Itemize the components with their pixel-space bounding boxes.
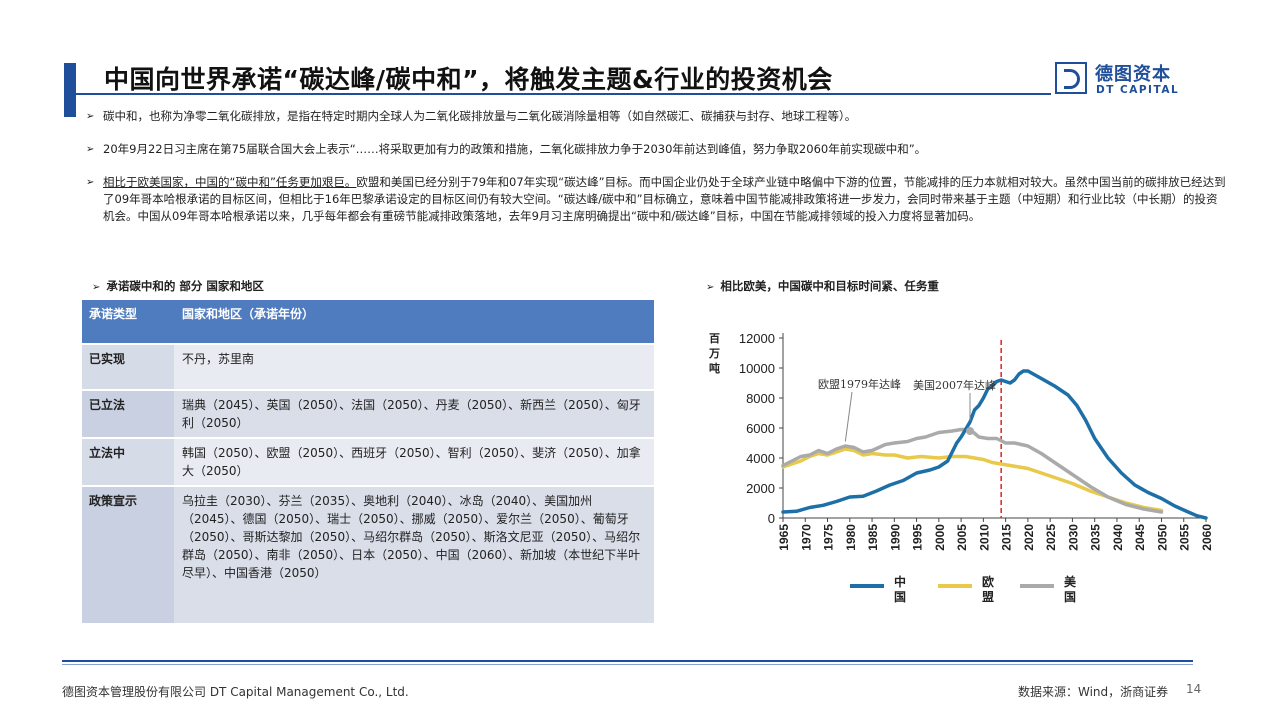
y-tick-label: 6000	[746, 421, 775, 436]
bullet-text: 碳中和，也称为净零二氧化碳排放，是指在特定时期内全球人为二氧化碳排放量与二氧化碳…	[103, 109, 857, 123]
x-tick-label: 2005	[955, 524, 969, 551]
series-line-china	[781, 369, 1208, 520]
table-row: 立法中 韩国（2050）、欧盟（2050）、西班牙（2050）、智利（2050）…	[82, 438, 654, 487]
y-axis-label: 百	[709, 332, 720, 345]
arrow-bullet-icon: ➢	[86, 177, 95, 188]
x-tick-label: 1995	[911, 524, 925, 551]
company-logo: 德图资本 DT CAPITAL	[1055, 60, 1205, 100]
legend-label: 盟	[982, 590, 994, 604]
emissions-line-chart: 百万吨 0 2000 4000 6000 8000 10000 12000 1965 1970 19…	[708, 331, 1214, 604]
annotation-marker	[966, 427, 975, 435]
x-tick-label: 2050	[1155, 524, 1169, 551]
title-accent-bar	[64, 63, 76, 117]
y-tick-label: 0	[768, 511, 775, 526]
x-tick-label: 1975	[822, 524, 836, 551]
chart-section-heading: ➢ 相比欧美，中国碳中和目标时间紧、任务重	[706, 279, 939, 293]
table-cell-countries: 乌拉圭（2030）、芬兰（2035）、奥地利（2040）、冰岛（2040）、美国…	[174, 486, 654, 625]
intro-bullets: ➢ 碳中和，也称为净零二氧化碳排放，是指在特定时期内全球人为二氧化碳排放量与二氧…	[86, 108, 1226, 241]
y-axis-label: 万	[708, 347, 720, 360]
table-cell-type: 政策宣示	[82, 486, 174, 625]
table-header-cell: 国家和地区（承诺年份）	[174, 300, 654, 345]
y-tick-label: 10000	[739, 361, 775, 376]
bullet-text-underlined: 相比于欧美国家，中国的“碳中和”任务更加艰巨。	[103, 175, 357, 189]
x-tick-label: 2040	[1111, 524, 1125, 551]
arrow-bullet-icon: ➢	[92, 282, 101, 293]
x-tick-label: 1985	[866, 524, 880, 551]
annotation-leader	[844, 391, 853, 442]
y-axis-label: 吨	[709, 361, 720, 375]
footer-divider-thin	[62, 664, 1193, 665]
table-cell-type: 已立法	[82, 390, 174, 439]
table-section-heading: ➢ 承诺碳中和的 部分 国家和地区	[92, 279, 264, 293]
y-tick-label: 2000	[746, 481, 775, 496]
table-cell-countries: 瑞典（2045）、英国（2050）、法国（2050）、丹麦（2050）、新西兰（…	[174, 390, 654, 439]
x-tick-label: 2020	[1022, 524, 1036, 551]
annotation-label: 欧盟1979年达峰	[818, 377, 901, 391]
arrow-bullet-icon: ➢	[706, 282, 715, 293]
x-tick-label: 2035	[1089, 524, 1103, 551]
logo-d-icon	[1055, 62, 1087, 94]
x-tick-label: 2000	[933, 524, 947, 551]
annotation-label: 美国2007年达峰	[913, 378, 996, 392]
page-title: 中国向世界承诺“碳达峰/碳中和”，将触发主题&行业的投资机会	[104, 65, 833, 94]
bullet-text: 20年9月22日习主席在第75届联合国大会上表示“……将采取更加有力的政策和措施…	[103, 142, 927, 156]
arrow-bullet-icon: ➢	[86, 111, 95, 122]
table-cell-type: 已实现	[82, 344, 174, 391]
x-tick-label: 2025	[1044, 524, 1058, 551]
legend-label: 美	[1064, 574, 1077, 589]
carbon-neutral-pledge-table: 承诺类型 国家和地区（承诺年份） 已实现 不丹，苏里南 已立法 瑞典（2045）…	[82, 300, 654, 625]
y-tick-label: 4000	[746, 451, 775, 466]
table-row: 已实现 不丹，苏里南	[82, 344, 654, 391]
table-row: 已立法 瑞典（2045）、英国（2050）、法国（2050）、丹麦（2050）、…	[82, 390, 654, 439]
bullet-item: ➢ 碳中和，也称为净零二氧化碳排放，是指在特定时期内全球人为二氧化碳排放量与二氧…	[86, 108, 1226, 125]
x-tick-label: 2060	[1200, 524, 1214, 551]
footer-divider	[62, 660, 1193, 662]
x-tick-label: 2045	[1133, 524, 1147, 551]
legend-label: 中	[894, 574, 906, 589]
title-underline	[76, 93, 1051, 95]
x-tick-label: 2015	[1000, 524, 1014, 551]
logo-chinese-text: 德图资本	[1095, 64, 1171, 85]
bullet-text: 欧盟和美国已经分别于79年和07年实现“碳达峰”目标。而中国企业仍处于全球产业链…	[103, 175, 1226, 223]
table-row: 政策宣示 乌拉圭（2030）、芬兰（2035）、奥地利（2040）、冰岛（204…	[82, 486, 654, 625]
page-number: 14	[1186, 682, 1202, 696]
legend-label: 欧	[982, 574, 994, 589]
x-tick-label: 1965	[777, 524, 791, 551]
x-tick-label: 2030	[1066, 524, 1080, 551]
legend-label: 国	[894, 590, 906, 604]
y-tick-label: 8000	[746, 391, 775, 406]
bullet-item: ➢ 20年9月22日习主席在第75届联合国大会上表示“……将采取更加有力的政策和…	[86, 141, 1226, 158]
table-cell-countries: 韩国（2050）、欧盟（2050）、西班牙（2050）、智利（2050）、斐济（…	[174, 438, 654, 487]
x-tick-label: 2010	[977, 524, 991, 551]
x-tick-label: 1970	[799, 524, 813, 551]
table-header-cell: 承诺类型	[82, 300, 174, 345]
arrow-bullet-icon: ➢	[86, 144, 95, 155]
x-tick-label: 1980	[844, 524, 858, 551]
table-cell-type: 立法中	[82, 438, 174, 487]
y-tick-label: 12000	[739, 331, 775, 346]
x-tick-label: 2055	[1178, 524, 1192, 551]
series-line-us	[781, 427, 1164, 514]
x-tick-label: 1990	[888, 524, 902, 551]
bullet-item: ➢ 相比于欧美国家，中国的“碳中和”任务更加艰巨。欧盟和美国已经分别于79年和0…	[86, 174, 1226, 225]
table-header-row: 承诺类型 国家和地区（承诺年份）	[82, 300, 654, 345]
footer-company: 德图资本管理股份有限公司 DT Capital Management Co., …	[62, 685, 409, 699]
logo-english-text: DT CAPITAL	[1096, 84, 1180, 96]
footer-source: 数据来源：Wind，浙商证券	[1018, 685, 1169, 699]
table-cell-countries: 不丹，苏里南	[174, 344, 654, 391]
legend-label: 国	[1064, 590, 1076, 604]
series-line-eu	[781, 447, 1164, 513]
